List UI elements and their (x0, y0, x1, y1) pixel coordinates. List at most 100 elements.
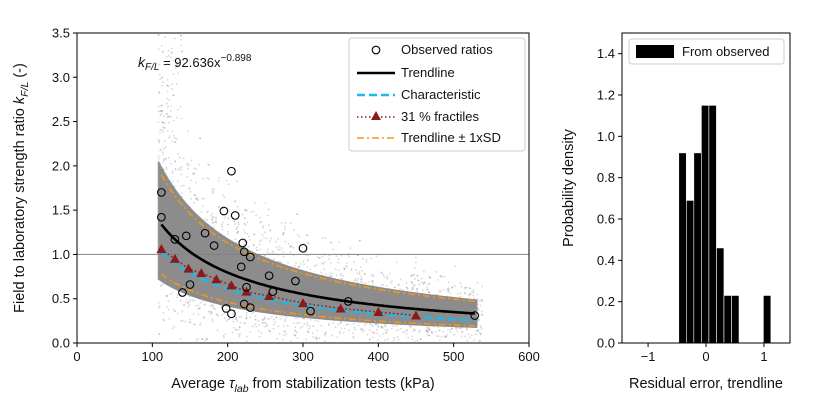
cloud-point (325, 273, 328, 276)
cloud-point (345, 323, 348, 326)
cloud-point (286, 285, 289, 288)
cloud-point (263, 272, 265, 275)
cloud-point (469, 293, 472, 296)
cloud-point (444, 314, 447, 317)
cloud-point (259, 262, 262, 265)
cloud-point (458, 319, 461, 322)
cloud-point (159, 128, 162, 131)
cloud-point (449, 292, 451, 295)
cloud-point (356, 295, 358, 298)
cloud-point (360, 328, 362, 331)
cloud-point (449, 328, 452, 331)
cloud-point (476, 319, 479, 321)
cloud-point (157, 172, 160, 175)
cloud-point (262, 225, 265, 227)
cloud-point (370, 306, 373, 309)
cloud-point (284, 225, 286, 228)
cloud-point (473, 321, 476, 324)
cloud-point (246, 232, 249, 235)
cloud-point (270, 276, 272, 279)
cloud-point (266, 276, 269, 278)
cloud-point (269, 330, 271, 333)
cloud-point (341, 278, 343, 280)
cloud-point (366, 290, 369, 293)
cloud-point (345, 312, 348, 314)
cloud-point (170, 194, 173, 197)
trendline (160, 223, 475, 315)
cloud-point (299, 287, 302, 290)
cloud-point (381, 295, 384, 298)
cloud-point (275, 316, 278, 319)
cloud-point (296, 213, 299, 215)
cloud-point (392, 308, 395, 310)
cloud-point (340, 294, 343, 297)
cloud-point (283, 330, 286, 333)
cloud-point (360, 327, 363, 330)
cloud-point (239, 332, 241, 335)
cloud-point (289, 284, 292, 286)
cloud-point (283, 314, 286, 317)
cloud-point (399, 288, 401, 291)
cloud-point (203, 289, 206, 292)
cloud-point (158, 166, 161, 169)
cloud-point (211, 278, 213, 281)
cloud-point (161, 121, 164, 124)
cloud-point (181, 201, 184, 204)
cloud-point (272, 327, 275, 330)
observed-ratio-point (178, 288, 187, 297)
cloud-point (160, 204, 163, 207)
cloud-point (158, 217, 161, 220)
cloud-point (424, 312, 427, 315)
cloud-point (210, 218, 213, 221)
cloud-point (425, 330, 428, 332)
cloud-point (456, 320, 459, 323)
cloud-point (237, 301, 240, 304)
cloud-point (255, 214, 258, 217)
cloud-point (283, 228, 286, 231)
cloud-point (161, 191, 163, 194)
cloud-point (402, 309, 405, 312)
cloud-point (364, 289, 366, 292)
fractile-marker (264, 291, 275, 301)
cloud-point (444, 306, 446, 309)
cloud-point (395, 261, 398, 264)
cloud-point (407, 299, 409, 302)
cloud-point (318, 337, 321, 340)
cloud-point (226, 290, 229, 293)
cloud-point (242, 265, 245, 268)
cloud-point (261, 321, 264, 324)
cloud-point (353, 280, 355, 282)
cloud-point (171, 292, 174, 294)
cloud-point (256, 291, 259, 294)
cloud-point (256, 246, 258, 249)
cloud-point (295, 331, 298, 334)
cloud-point (330, 293, 332, 296)
cloud-point (281, 247, 283, 250)
cloud-point (321, 285, 324, 287)
cloud-point (241, 295, 244, 298)
cloud-point (169, 115, 172, 118)
fractile-marker (298, 298, 308, 308)
cloud-point (472, 307, 475, 310)
cloud-point (158, 141, 161, 144)
cloud-point (270, 305, 273, 308)
cloud-point (227, 183, 230, 186)
cloud-point (278, 245, 281, 248)
cloud-point (170, 162, 173, 165)
cloud-point (337, 258, 340, 260)
cloud-point (387, 277, 389, 279)
cloud-point (219, 257, 222, 260)
cloud-point (358, 271, 361, 273)
cloud-point (190, 226, 193, 228)
cloud-point (320, 324, 323, 327)
cloud-point (436, 293, 439, 296)
cloud-point (313, 265, 316, 268)
cloud-point (201, 244, 204, 247)
cloud-point (250, 312, 253, 315)
cloud-point (439, 290, 441, 293)
cloud-point (235, 328, 237, 331)
cloud-point (481, 300, 483, 303)
cloud-point (343, 315, 346, 317)
cloud-point (383, 322, 386, 325)
